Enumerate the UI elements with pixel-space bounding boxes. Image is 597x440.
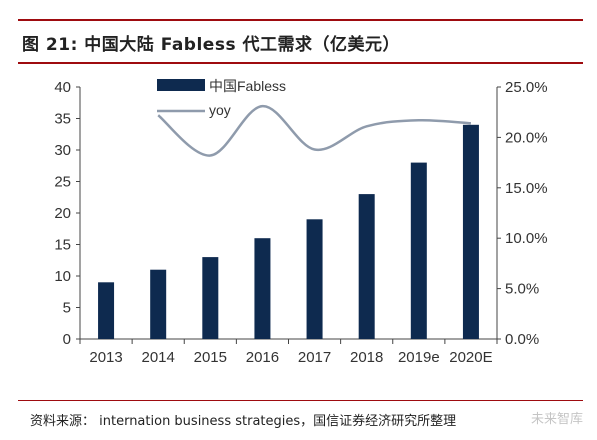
y-tick-label-left: 0 xyxy=(63,331,71,348)
x-tick-label: 2020E xyxy=(449,349,492,366)
legend-swatch-bar xyxy=(157,79,205,91)
legend-label-line: yoy xyxy=(209,102,231,118)
y-tick-label-right: 10.0% xyxy=(505,230,548,247)
x-tick-label: 2014 xyxy=(142,349,175,366)
y-tick-label-right: 15.0% xyxy=(505,180,548,197)
y-tick-label-right: 0.0% xyxy=(505,331,539,348)
y-tick-label-left: 30 xyxy=(54,142,71,159)
x-tick-label: 2013 xyxy=(89,349,122,366)
bar xyxy=(98,282,115,339)
y-tick-label-left: 5 xyxy=(63,300,71,317)
x-tick-label: 2019e xyxy=(398,349,440,366)
y-tick-label-left: 25 xyxy=(54,174,71,191)
y-tick-label-right: 5.0% xyxy=(505,281,539,298)
y-tick-label-left: 10 xyxy=(54,268,71,285)
y-tick-label-left: 35 xyxy=(54,111,71,128)
bar xyxy=(462,124,479,339)
bar xyxy=(358,194,375,339)
bar xyxy=(150,269,167,339)
title-rule xyxy=(18,62,583,64)
figure-title: 图 21: 中国大陆 Fabless 代工需求（亿美元） xyxy=(22,35,400,55)
x-tick-label: 2018 xyxy=(350,349,383,366)
bar xyxy=(254,238,271,339)
y-tick-label-left: 20 xyxy=(54,205,71,222)
y-tick-label-right: 25.0% xyxy=(505,79,548,96)
yoy-line xyxy=(157,104,472,157)
legend-label-bar: 中国Fabless xyxy=(209,78,286,94)
bottom-rule xyxy=(18,400,583,401)
watermark-text: 未来智库 xyxy=(530,412,583,427)
y-tick-label-left: 40 xyxy=(54,79,71,96)
source-note: 资料来源： internation business strategies，国信… xyxy=(30,414,457,429)
bar xyxy=(410,162,427,339)
y-tick-label-left: 15 xyxy=(54,237,71,254)
bar xyxy=(202,257,219,339)
bar xyxy=(306,219,323,339)
top-rule xyxy=(18,19,583,21)
y-tick-label-right: 20.0% xyxy=(505,129,548,146)
x-tick-label: 2016 xyxy=(246,349,279,366)
x-tick-label: 2015 xyxy=(194,349,227,366)
x-tick-label: 2017 xyxy=(298,349,331,366)
